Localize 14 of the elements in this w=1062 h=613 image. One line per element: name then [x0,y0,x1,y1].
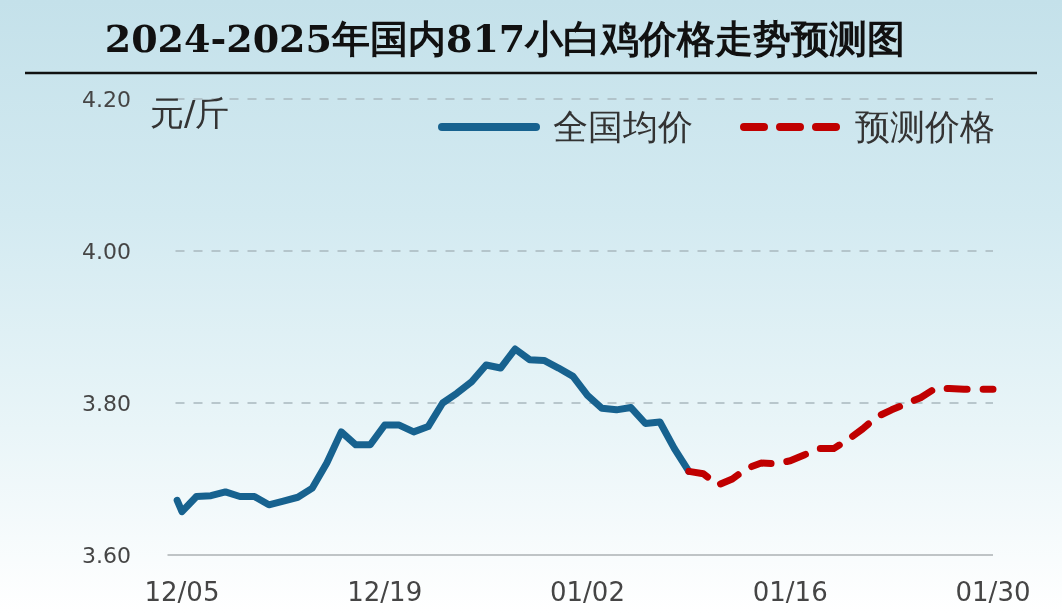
ylabel: 元/斤 [150,93,230,133]
x-tick-label: 01/30 [955,577,1031,607]
title: 2024-2025年国内817小白鸡价格走势预测图 [25,16,1037,75]
x-tick-label: 01/16 [752,577,828,607]
y-tick-label: 4.20 [82,86,131,112]
y-tick-label: 3.60 [82,542,131,568]
chart-title: 2024-2025年国内817小白鸡价格走势预测图 [104,16,906,61]
y-tick-label: 3.80 [82,390,131,416]
legend-label: 预测价格 [855,107,995,147]
x-tick-label: 12/05 [144,577,220,607]
x-tick-label: 01/02 [550,577,625,607]
x-tick-label: 12/19 [347,577,423,607]
y-tick-label: 4.00 [82,238,131,264]
legend-label: 全国均价 [553,107,693,147]
